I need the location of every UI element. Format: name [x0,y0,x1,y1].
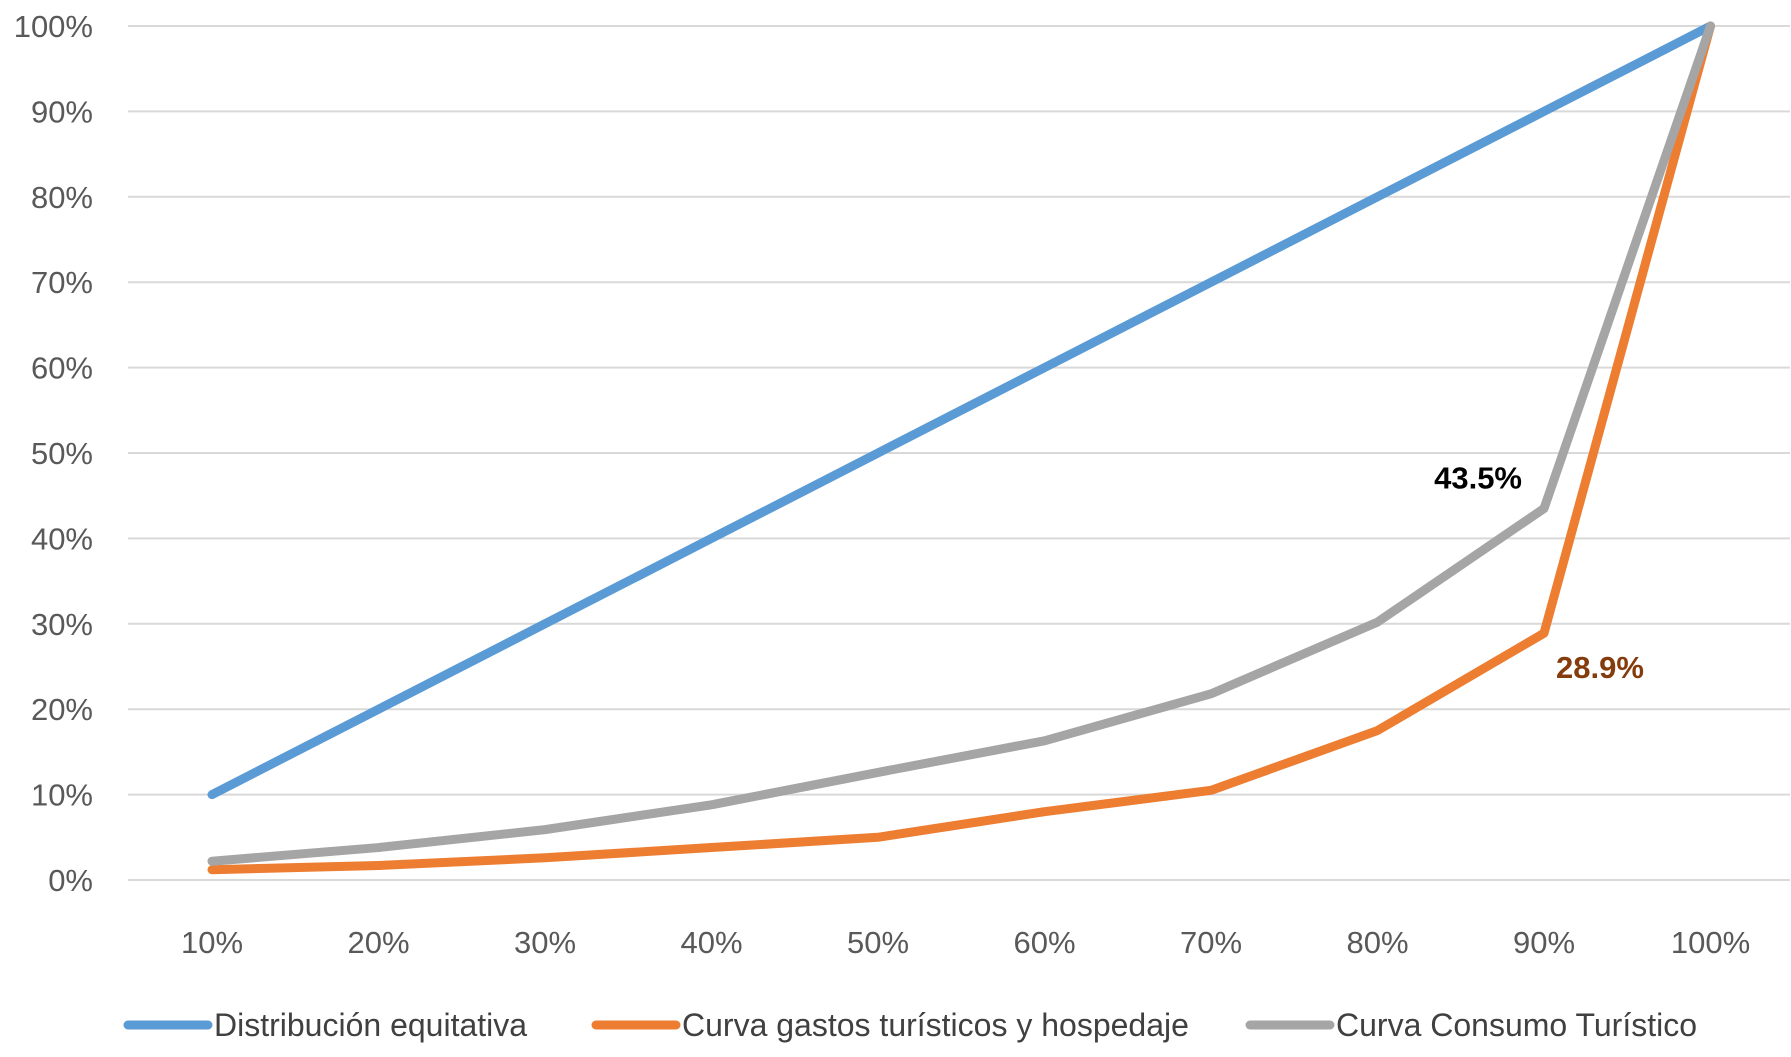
legend-label: Curva Consumo Turístico [1336,1007,1697,1043]
x-tick-label: 50% [847,925,909,960]
y-tick-label: 70% [31,265,93,300]
data-labels: 43.5% 28.9% [1434,461,1644,686]
y-tick-label: 100% [14,9,93,44]
data-label: 43.5% [1434,461,1522,496]
y-tick-label: 50% [31,436,93,471]
series-line-curva-consumo-turistico [207,21,1715,866]
x-tick-label: 80% [1346,925,1408,960]
legend: Distribución equitativa Curva gastos turí… [123,1007,1697,1043]
y-tick-label: 80% [31,180,93,215]
legend-label: Curva gastos turísticos y hospedaje [682,1007,1189,1043]
x-tick-label: 20% [347,925,409,960]
data-label: 28.9% [1556,650,1644,685]
y-tick-label: 40% [31,521,93,556]
x-tick-label: 30% [514,925,576,960]
x-axis: 10% 20% 30% 40% 50% 60% 70% 80% 90% 100% [181,925,1750,960]
x-tick-label: 10% [181,925,243,960]
x-tick-label: 70% [1180,925,1242,960]
y-tick-label: 30% [31,607,93,642]
x-tick-label: 100% [1671,925,1750,960]
y-tick-label: 20% [31,692,93,727]
legend-label: Distribución equitativa [214,1007,527,1043]
y-tick-label: 0% [48,863,93,898]
x-tick-label: 60% [1013,925,1075,960]
y-tick-label: 90% [31,94,93,129]
grid-lines [128,25,1790,881]
series-line-curva-gastos-turisticos-y-hospedaje [207,21,1715,875]
series-line-distribucion-equitativa [207,21,1715,800]
x-tick-label: 90% [1513,925,1575,960]
y-axis: 0% 10% 20% 30% 40% 50% 60% 70% 80% 90% 100% [14,9,93,898]
series-lines [207,21,1715,875]
x-tick-label: 40% [680,925,742,960]
y-tick-label: 10% [31,778,93,813]
y-tick-label: 60% [31,351,93,386]
